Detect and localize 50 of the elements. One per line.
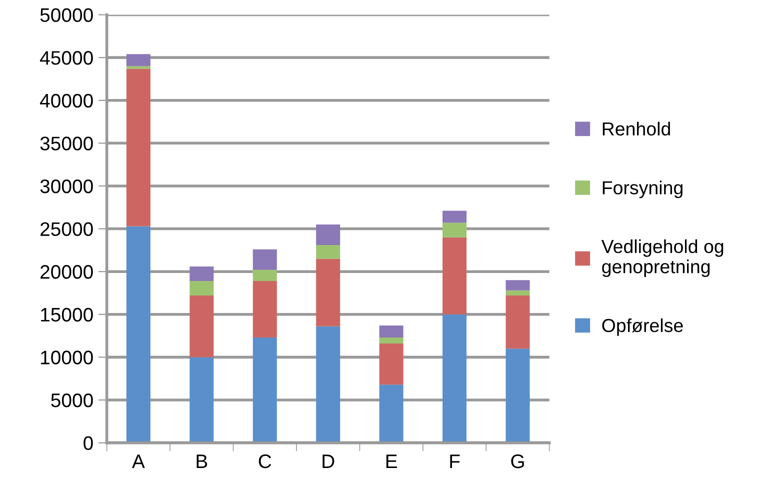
bar bbox=[190, 266, 214, 281]
bar bbox=[252, 281, 277, 338]
bar bbox=[190, 357, 214, 443]
y-tick-label: 35000 bbox=[40, 136, 93, 150]
y-tick-label: 0 bbox=[84, 436, 93, 450]
bar bbox=[252, 338, 277, 443]
y-tick-label: 30000 bbox=[40, 179, 93, 194]
bar bbox=[506, 296, 530, 349]
bar bbox=[379, 384, 404, 443]
x-tick-label: F bbox=[450, 454, 460, 468]
x-tick-label: G bbox=[511, 454, 524, 468]
legend-label: Opførelse bbox=[602, 318, 683, 336]
bar bbox=[506, 280, 530, 290]
legend-label: Renhold bbox=[602, 122, 670, 136]
y-tick-label: 25000 bbox=[40, 222, 93, 236]
y-tick-label: 20000 bbox=[40, 265, 93, 279]
bar bbox=[379, 338, 404, 344]
y-tick-label: 50000 bbox=[40, 8, 93, 22]
legend-label: Forsyning bbox=[602, 180, 682, 198]
bar bbox=[316, 258, 340, 326]
x-tick-label: C bbox=[258, 454, 272, 468]
y-tick-label: 5000 bbox=[51, 393, 93, 408]
x-tick-label: B bbox=[196, 454, 208, 468]
bar bbox=[316, 224, 340, 246]
bar bbox=[442, 210, 467, 223]
bar bbox=[379, 343, 404, 385]
y-tick-label: 40000 bbox=[40, 94, 93, 108]
bar bbox=[506, 348, 530, 443]
bar bbox=[442, 314, 467, 443]
bar bbox=[316, 326, 340, 443]
y-tick-label: 15000 bbox=[41, 308, 93, 322]
bar bbox=[252, 249, 277, 270]
legend-label: Vedligehold og genopretning bbox=[601, 239, 724, 278]
bar bbox=[379, 326, 404, 338]
y-tick-label: 45000 bbox=[40, 51, 93, 65]
bar bbox=[126, 226, 150, 443]
x-tick-label: D bbox=[322, 454, 334, 468]
bar bbox=[126, 66, 150, 69]
y-tick-label: 10000 bbox=[41, 350, 93, 364]
bar bbox=[126, 54, 150, 66]
bar bbox=[442, 222, 467, 238]
bar bbox=[190, 281, 214, 296]
bar bbox=[126, 68, 150, 226]
bar bbox=[506, 290, 530, 296]
x-tick-label: E bbox=[386, 454, 397, 468]
bar bbox=[316, 245, 340, 259]
x-tick-label: A bbox=[132, 454, 145, 468]
bar bbox=[442, 237, 467, 314]
bar bbox=[252, 270, 277, 281]
bar bbox=[190, 296, 214, 358]
